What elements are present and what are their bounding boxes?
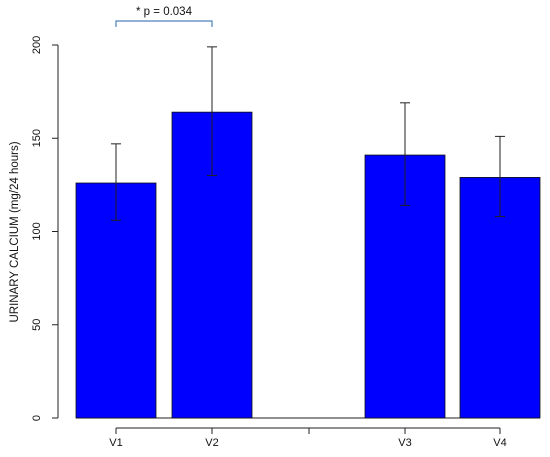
- bar: [459, 177, 541, 419]
- y-tick-label: 150: [31, 129, 43, 147]
- x-tick-label: V2: [205, 437, 218, 449]
- y-tick-label: 100: [31, 222, 43, 240]
- annotation-layer: * p = 0.034: [115, 6, 213, 27]
- x-tick-label: V4: [493, 437, 506, 449]
- y-tick-label: 200: [31, 36, 43, 54]
- x-tick-label: V1: [109, 437, 122, 449]
- significance-label: * p = 0.034: [136, 6, 193, 18]
- y-axis-title: URINARY CALCIUM (mg/24 hours): [9, 141, 21, 322]
- error-bars-layer: [111, 46, 505, 221]
- x-tick-label: V3: [398, 437, 411, 449]
- y-tick-label: 0: [31, 415, 43, 421]
- significance-bracket: [115, 20, 213, 27]
- bars-layer: [75, 111, 541, 419]
- y-tick-label: 50: [31, 319, 43, 331]
